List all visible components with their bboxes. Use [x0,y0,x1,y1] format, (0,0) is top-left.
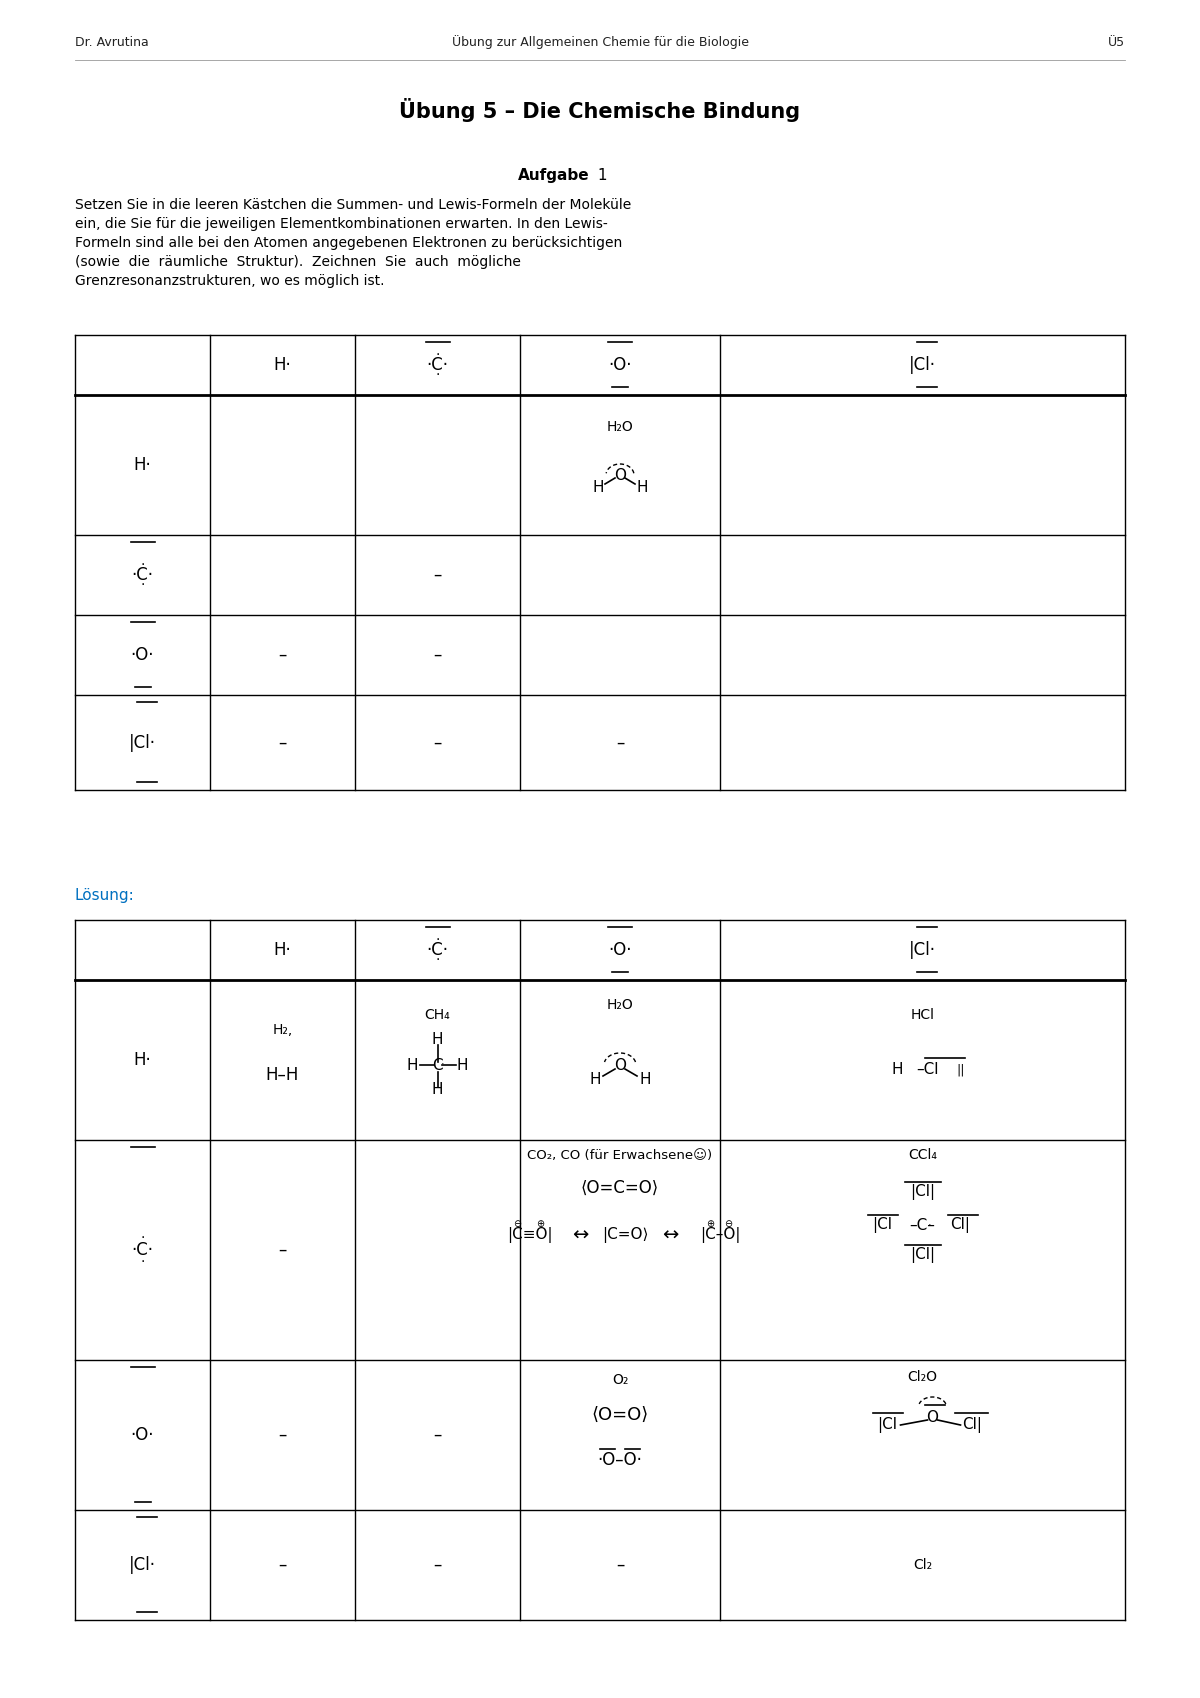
Text: ·: · [440,1060,444,1070]
Text: ·: · [140,577,145,593]
Text: ·O·: ·O· [131,1426,155,1443]
Text: CO₂, CO (für Erwachsene☺): CO₂, CO (für Erwachsene☺) [528,1148,713,1161]
Text: |Cl|: |Cl| [910,1184,935,1200]
Text: O: O [614,1058,626,1073]
Text: CH₄: CH₄ [425,1009,450,1022]
Text: ⟨O=O⟩: ⟨O=O⟩ [592,1406,649,1425]
Text: ·: · [436,932,439,947]
Text: ·C·: ·C· [132,1241,154,1258]
Text: CCl₄: CCl₄ [908,1148,937,1161]
Text: –: – [433,645,442,664]
Text: H–H: H–H [266,1066,299,1083]
Text: H: H [432,1032,443,1048]
Text: Cl₂O: Cl₂O [907,1370,937,1384]
Text: H·: H· [274,941,292,959]
Text: Lösung:: Lösung: [74,888,134,903]
Text: Formeln sind alle bei den Atomen angegebenen Elektronen zu berücksichtigen: Formeln sind alle bei den Atomen angegeb… [74,236,623,250]
Text: H: H [457,1058,468,1073]
Text: |Cl: |Cl [872,1217,893,1233]
Text: ⊕: ⊕ [536,1219,544,1229]
Text: –C–: –C– [910,1217,936,1233]
Text: |C=O⟩: |C=O⟩ [601,1228,648,1243]
Text: |Cl·: |Cl· [130,734,156,752]
Text: ·: · [436,368,439,382]
Text: |Cl|: |Cl| [910,1246,935,1263]
Text: ·: · [140,1255,145,1268]
Text: ⊖: ⊖ [724,1219,732,1229]
Text: |Cl·: |Cl· [910,941,936,959]
Text: –: – [616,734,624,752]
Text: ·: · [928,1219,931,1229]
Text: –: – [433,1555,442,1574]
Text: –: – [433,565,442,584]
Text: –: – [278,1555,287,1574]
Text: –Cl: –Cl [917,1063,938,1078]
Text: ·: · [140,1231,145,1245]
Text: HCl: HCl [911,1009,935,1022]
Text: ·C·: ·C· [132,565,154,584]
Text: –: – [278,1241,287,1258]
Text: –: – [433,734,442,752]
Text: H: H [640,1073,650,1087]
Text: ·O–O·: ·O–O· [598,1452,642,1469]
Text: Cl|: Cl| [962,1418,983,1433]
Text: ·: · [436,953,439,966]
Text: H: H [407,1058,419,1073]
Text: |C≡O|: |C≡O| [508,1228,553,1243]
Text: ↔: ↔ [662,1226,678,1245]
Text: H₂O: H₂O [607,998,634,1012]
Text: Setzen Sie in die leeren Kästchen die Summen- und Lewis-Formeln der Moleküle: Setzen Sie in die leeren Kästchen die Su… [74,199,631,212]
Text: |Cl·: |Cl· [130,1555,156,1574]
Text: Aufgabe: Aufgabe [518,168,590,182]
Text: ·O·: ·O· [608,357,631,374]
Text: Cl|: Cl| [950,1217,971,1233]
Text: H₂O: H₂O [607,419,634,435]
Text: ·C·: ·C· [426,357,449,374]
Text: ↔: ↔ [572,1226,588,1245]
Text: Dr. Avrutina: Dr. Avrutina [74,36,149,49]
Text: H: H [589,1073,601,1087]
Text: ||: || [956,1063,965,1077]
Text: Cl₂: Cl₂ [913,1559,932,1572]
Text: |C–O|: |C–O| [700,1228,740,1243]
Text: ⊖: ⊖ [512,1219,521,1229]
Text: H·: H· [274,357,292,374]
Text: H: H [432,1083,443,1097]
Text: ⊕: ⊕ [706,1219,714,1229]
Text: ·O·: ·O· [131,645,155,664]
Text: ⟨O=C=O⟩: ⟨O=C=O⟩ [581,1178,659,1197]
Text: O: O [614,467,626,482]
Text: C: C [432,1058,443,1073]
Text: (sowie  die  räumliche  Struktur).  Zeichnen  Sie  auch  mögliche: (sowie die räumliche Struktur). Zeichnen… [74,255,521,268]
Text: Grenzresonanzstrukturen, wo es möglich ist.: Grenzresonanzstrukturen, wo es möglich i… [74,273,384,289]
Text: O₂: O₂ [612,1374,628,1387]
Text: –: – [616,1555,624,1574]
Text: ein, die Sie für die jeweiligen Elementkombinationen erwarten. In den Lewis-: ein, die Sie für die jeweiligen Elementk… [74,217,607,231]
Text: –: – [278,645,287,664]
Text: H: H [636,479,648,494]
Text: |Cl·: |Cl· [910,357,936,374]
Text: 1: 1 [593,168,607,182]
Text: H·: H· [133,457,151,474]
Text: H₂,: H₂, [272,1022,293,1037]
Text: H: H [892,1063,904,1078]
Text: |Cl: |Cl [877,1418,898,1433]
Text: H: H [593,479,604,494]
Text: ·O·: ·O· [608,941,631,959]
Text: –: – [433,1426,442,1443]
Text: –: – [278,734,287,752]
Text: O: O [926,1409,938,1425]
Text: Übung 5 – Die Chemische Bindung: Übung 5 – Die Chemische Bindung [400,98,800,122]
Text: Übung zur Allgemeinen Chemie für die Biologie: Übung zur Allgemeinen Chemie für die Bio… [451,36,749,49]
Text: Ü5: Ü5 [1108,36,1126,49]
Text: ·: · [436,348,439,362]
Text: H·: H· [133,1051,151,1070]
Text: ·C·: ·C· [426,941,449,959]
Text: ·: · [140,559,145,572]
Text: –: – [278,1426,287,1443]
